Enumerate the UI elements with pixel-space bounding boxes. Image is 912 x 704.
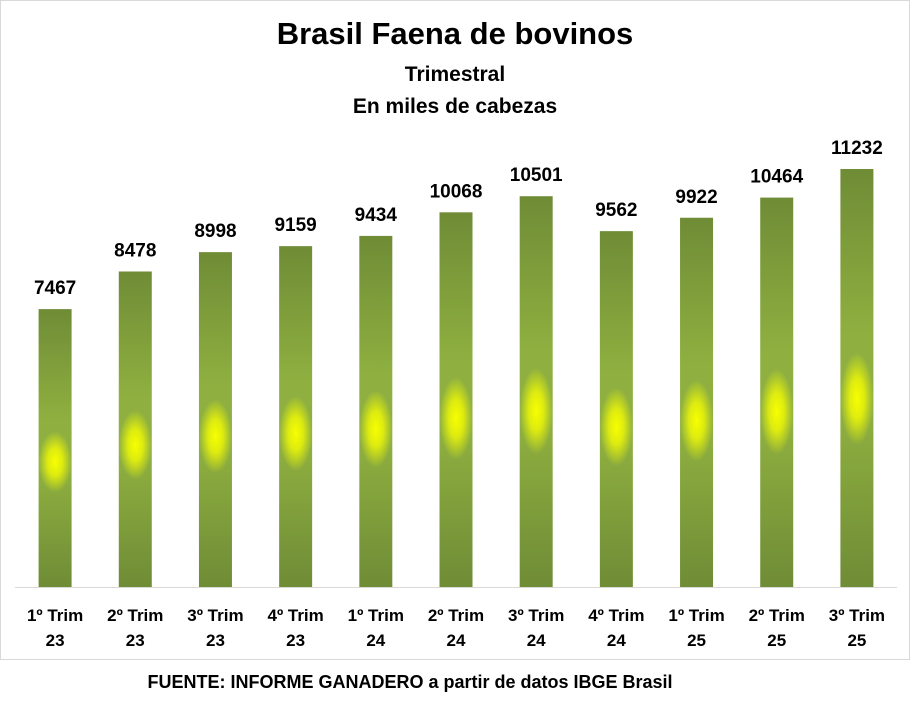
value-label: 9159 bbox=[274, 215, 316, 236]
x-tick-label-year: 23 bbox=[46, 631, 65, 650]
bar-highlight bbox=[38, 431, 72, 493]
x-tick-label-year: 23 bbox=[126, 631, 145, 650]
value-label: 9562 bbox=[595, 200, 637, 221]
x-tick-label-quarter: 3º Trim bbox=[187, 606, 243, 625]
value-label: 8998 bbox=[194, 221, 236, 242]
source-note: FUENTE: INFORME GANADERO a partir de dat… bbox=[147, 672, 673, 692]
bar-highlight bbox=[439, 377, 473, 460]
chart-subtitle-2: En miles de cabezas bbox=[353, 95, 557, 118]
bar-highlight bbox=[519, 368, 553, 455]
x-tick-label-quarter: 2º Trim bbox=[107, 606, 163, 625]
chart-subtitle-1: Trimestral bbox=[405, 63, 505, 86]
bar-highlight bbox=[680, 380, 714, 462]
value-label: 11232 bbox=[831, 138, 883, 159]
x-tick-label-quarter: 1º Trim bbox=[348, 606, 404, 625]
x-tick-label-year: 23 bbox=[286, 631, 305, 650]
x-tick-label-quarter: 1º Trim bbox=[27, 606, 83, 625]
x-tick-label-year: 24 bbox=[366, 631, 385, 650]
bar-highlight bbox=[198, 399, 232, 474]
x-tick-label-quarter: 4º Trim bbox=[588, 606, 644, 625]
bar-highlight bbox=[840, 352, 874, 445]
x-tick-label-year: 24 bbox=[607, 631, 626, 650]
x-tick-label-quarter: 3º Trim bbox=[829, 606, 885, 625]
bar-highlight bbox=[599, 387, 633, 467]
x-tick-labels-group: 1º Trim 23 2º Trim 23 3º Trim 23 4º Trim 23 1º T… bbox=[27, 606, 885, 650]
x-tick-label-year: 25 bbox=[767, 631, 786, 650]
bar-highlight bbox=[279, 396, 313, 472]
value-label: 10068 bbox=[430, 181, 483, 202]
chart-title: Brasil Faena de bovinos bbox=[277, 16, 634, 51]
bar-highlight bbox=[760, 368, 794, 455]
value-label: 9434 bbox=[355, 205, 398, 226]
value-labels-group: 7467 8478 8998 9159 9434 10068 10501 9562 9922 10… bbox=[34, 138, 883, 299]
x-tick-label-year: 25 bbox=[687, 631, 706, 650]
value-label: 10464 bbox=[750, 167, 803, 188]
x-tick-label-year: 24 bbox=[527, 631, 546, 650]
value-label: 7467 bbox=[34, 278, 76, 299]
x-tick-label-year: 23 bbox=[206, 631, 225, 650]
x-tick-label-quarter: 2º Trim bbox=[428, 606, 484, 625]
x-tick-label-quarter: 2º Trim bbox=[749, 606, 805, 625]
bar-highlight bbox=[359, 390, 393, 468]
x-tick-label-quarter: 3º Trim bbox=[508, 606, 564, 625]
x-tick-label-year: 25 bbox=[847, 631, 866, 650]
value-label: 8478 bbox=[114, 240, 156, 261]
bars-group bbox=[38, 169, 874, 588]
chart-frame bbox=[0, 0, 910, 660]
bar-highlight bbox=[118, 410, 152, 480]
value-label: 10501 bbox=[510, 165, 563, 186]
x-tick-label-quarter: 4º Trim bbox=[267, 606, 323, 625]
value-label: 9922 bbox=[675, 187, 717, 208]
x-tick-label-year: 24 bbox=[447, 631, 466, 650]
x-tick-label-quarter: 1º Trim bbox=[668, 606, 724, 625]
